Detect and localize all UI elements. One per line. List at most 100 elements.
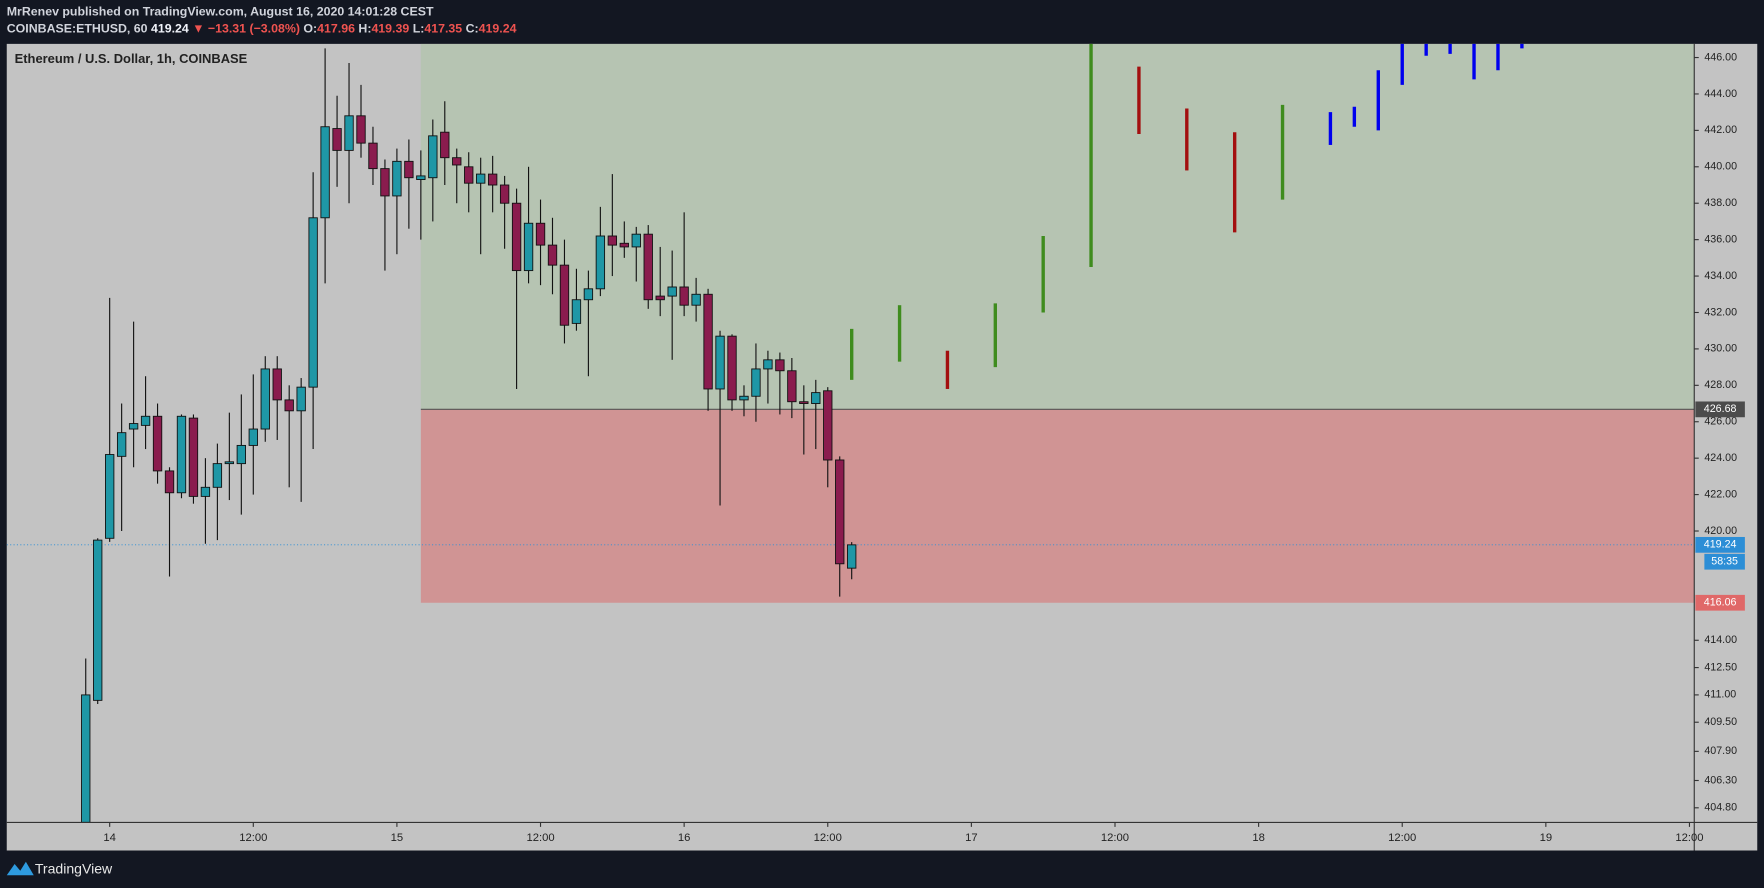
ohlc-o-label: O:: [303, 22, 317, 36]
candle-body: [116, 432, 127, 457]
stop-zone: [420, 409, 1695, 603]
x-tick-label: 12:00: [814, 832, 842, 844]
candle-body: [320, 126, 330, 219]
candle-body: [152, 415, 163, 472]
candle-body: [559, 264, 570, 326]
ohlc-h-label: H:: [358, 22, 371, 36]
ohlc-c: 419.24: [479, 22, 517, 36]
candle-body: [344, 115, 354, 151]
candle-body: [140, 415, 151, 426]
candle-body: [224, 461, 235, 465]
candle-body: [763, 359, 773, 370]
candle-body: [727, 335, 737, 401]
y-tick-label: 422.00: [1704, 488, 1737, 500]
level-box: [1695, 401, 1745, 418]
x-tick-label: 18: [1252, 832, 1265, 844]
candle-body: [787, 370, 797, 403]
countdown-box: [1704, 553, 1745, 570]
candle-body: [380, 168, 390, 197]
x-tick-label: 12:00: [1101, 832, 1129, 844]
candle-body: [511, 202, 522, 272]
candle-body: [691, 293, 701, 306]
candle-body: [272, 368, 282, 401]
candle-body: [535, 222, 546, 246]
resistance-zone: [420, 43, 1695, 410]
y-tick-label: 444.00: [1704, 88, 1737, 100]
ohlc-o: 417.96: [317, 22, 355, 36]
ohlc-l: 417.35: [424, 22, 462, 36]
y-tick-label: 426.00: [1704, 416, 1737, 428]
candle-body: [847, 544, 857, 569]
level-label: 416.06: [1704, 597, 1737, 609]
candle-body: [835, 459, 845, 565]
x-tick-label: 12:00: [1388, 832, 1416, 844]
candle-body: [464, 166, 474, 184]
last-price-box: [1695, 536, 1745, 553]
candle-body: [571, 299, 582, 324]
publisher: MrRenev published on TradingView.com, Au…: [7, 5, 434, 19]
y-tick-label: 440.00: [1704, 161, 1737, 173]
ohlc-h: 419.39: [371, 22, 409, 36]
candle-body: [452, 157, 462, 166]
candle-body: [595, 235, 606, 290]
y-tick-label: 411.00: [1704, 689, 1736, 701]
candle-body: [164, 470, 175, 494]
candle-body: [81, 694, 91, 823]
countdown: 58:35: [1711, 556, 1738, 568]
chart-title: Ethereum / U.S. Dollar, 1h, COINBASE: [15, 51, 248, 66]
candle-body: [260, 368, 270, 430]
candle-body: [308, 217, 318, 388]
y-tick-label: 446.00: [1704, 51, 1737, 63]
y-tick-label: 407.90: [1704, 745, 1737, 757]
candle-body: [128, 423, 139, 430]
candle-body: [667, 286, 677, 297]
candle-body: [296, 386, 306, 412]
candle-body: [799, 401, 809, 404]
y-tick-label: 428.00: [1704, 379, 1737, 391]
y-tick-label: 424.00: [1704, 452, 1737, 464]
candle-body: [416, 175, 426, 180]
candle-body: [212, 463, 223, 488]
candle-body: [93, 539, 103, 701]
x-tick-label: 12:00: [526, 832, 554, 844]
candle-body: [739, 395, 749, 401]
logo-icon: [6, 861, 34, 876]
candle-body: [428, 135, 438, 179]
ohlc-c-label: C:: [466, 22, 479, 36]
price: 419.24: [151, 22, 189, 36]
candle-body: [751, 368, 761, 397]
candle-body: [368, 142, 378, 170]
candle-body: [811, 392, 821, 404]
x-tick-label: 16: [678, 832, 691, 844]
x-tick-label: 15: [391, 832, 404, 844]
axes: 446.00 444.00 442.00 440.00 438.00 436.00 434.…: [103, 51, 1745, 844]
candle-body: [392, 160, 402, 197]
candle-body: [643, 233, 653, 301]
candle-body: [404, 160, 414, 179]
candle-body: [631, 233, 641, 248]
y-tick-label: 409.50: [1704, 716, 1737, 728]
candle-body: [487, 173, 498, 186]
candle-body: [356, 115, 366, 144]
x-tick-label: 12:00: [239, 832, 267, 844]
ohlc-l-label: L:: [413, 22, 425, 36]
candle-body: [440, 131, 450, 159]
candle-body: [703, 293, 713, 390]
candle-body: [248, 428, 258, 446]
candle-body: [499, 184, 510, 204]
candle-body: [619, 242, 629, 248]
y-tick-label: 412.50: [1704, 661, 1737, 673]
x-tick-label: 19: [1540, 832, 1553, 844]
candle-body: [823, 390, 833, 461]
logo: [6, 861, 34, 876]
candle-body: [607, 235, 618, 246]
candle-body: [775, 359, 785, 372]
y-tick-label: 434.00: [1704, 270, 1737, 282]
last-price-label: 419.24: [1704, 539, 1737, 551]
candle-body: [583, 288, 594, 301]
y-tick-label: 430.00: [1704, 343, 1737, 355]
y-tick-label: 414.00: [1704, 634, 1737, 646]
y-tick-label: 436.00: [1704, 233, 1737, 245]
symbol-line: COINBASE:ETHUSD, 60 419.24 ▼ −13.31 (−3.…: [7, 22, 517, 36]
x-tick-label: 14: [103, 832, 116, 844]
